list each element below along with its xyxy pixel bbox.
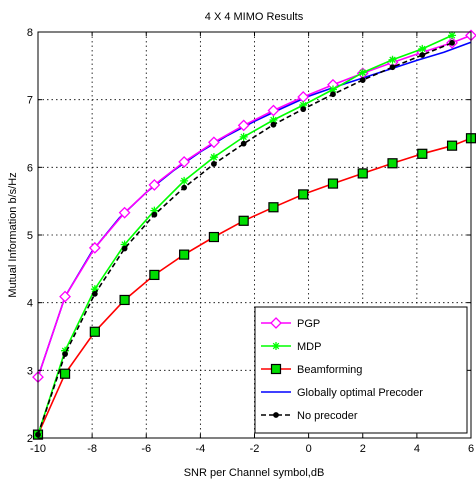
grid-lines — [38, 32, 471, 438]
legend-item-pgp: PGP — [261, 317, 320, 330]
legend-item-mdp: MDP — [261, 341, 321, 353]
y-tick-label: 3 — [27, 365, 33, 377]
data-point-no-precoder — [270, 121, 277, 128]
data-point-no-precoder — [121, 245, 128, 252]
data-point-mdp — [418, 44, 427, 53]
data-point-beamforming — [179, 249, 190, 260]
data-point-no-precoder — [419, 52, 426, 58]
y-tick-label: 6 — [27, 162, 33, 174]
data-point-mdp — [90, 285, 99, 294]
data-point-pgp — [118, 206, 131, 219]
data-point-beamforming — [387, 158, 398, 169]
x-tick-label: 6 — [468, 443, 474, 455]
legend-item-beamforming: Beamforming — [261, 363, 362, 376]
data-point-no-precoder — [62, 351, 68, 357]
legend-marker — [272, 342, 280, 350]
data-point-beamforming — [298, 189, 309, 200]
data-point-beamforming — [119, 294, 130, 306]
data-point-pgp — [59, 290, 71, 303]
x-tick-label: 4 — [414, 443, 420, 455]
x-tick-label: 0 — [306, 443, 312, 455]
legend-marker — [270, 317, 282, 329]
chart-title: 4 X 4 MIMO Results — [205, 11, 304, 23]
data-point-mdp — [239, 132, 248, 141]
y-tick-label: 4 — [27, 298, 33, 310]
data-point-beamforming — [446, 140, 458, 151]
legend-marker — [270, 363, 282, 375]
x-tick-label: -6 — [141, 443, 151, 455]
data-point-mdp — [209, 153, 218, 162]
data-point-beamforming — [59, 368, 71, 379]
y-tick-label: 5 — [27, 230, 33, 242]
legend-label: Beamforming — [297, 364, 362, 376]
ticks: -10 -8 -6 -4 -2 0 2 4 6 2 3 4 5 6 7 8 — [27, 27, 474, 455]
data-point-no-precoder — [449, 39, 455, 46]
legend-label: MDP — [297, 341, 321, 353]
data-point-no-precoder — [151, 211, 158, 218]
data-point-no-precoder — [240, 140, 247, 147]
data-point-pgp — [237, 119, 250, 132]
data-point-mdp — [120, 240, 129, 249]
data-point-pgp — [267, 104, 280, 117]
y-tick-label: 2 — [27, 433, 33, 445]
data-point-beamforming — [327, 178, 339, 189]
data-point-beamforming — [357, 168, 368, 179]
data-point-no-precoder — [91, 290, 98, 297]
data-point-mdp — [328, 85, 337, 94]
data-point-no-precoder — [389, 64, 396, 71]
series-no-precoder — [35, 39, 455, 438]
data-point-beamforming — [208, 231, 220, 243]
data-point-no-precoder — [300, 106, 307, 113]
y-tick-label: 7 — [27, 95, 33, 107]
legend-label: PGP — [297, 318, 320, 330]
data-point-beamforming — [238, 215, 249, 226]
data-point-beamforming — [89, 326, 100, 337]
data-point-mdp — [180, 176, 189, 185]
data-point-no-precoder — [330, 91, 336, 98]
legend-item-no-precoder: No precoder — [261, 410, 358, 422]
legend-label: No precoder — [297, 410, 358, 422]
x-tick-label: -8 — [87, 443, 97, 455]
data-point-beamforming — [417, 148, 428, 159]
data-point-pgp — [88, 241, 101, 254]
data-point-pgp — [178, 156, 191, 168]
x-axis-title: SNR per Channel symbol,dB — [184, 467, 325, 479]
y-tick-label: 8 — [27, 27, 33, 39]
legend-box — [254, 306, 468, 434]
data-point-mdp — [150, 206, 159, 215]
data-point-beamforming — [268, 202, 279, 213]
x-tick-label: 2 — [360, 443, 366, 455]
data-point-no-precoder — [211, 161, 217, 167]
data-point-beamforming — [149, 269, 160, 281]
legend-item-globally-optimal-precoder: Globally optimal Precoder — [261, 387, 423, 399]
legend-label: Globally optimal Precoder — [297, 387, 423, 399]
data-point-mdp — [388, 55, 397, 64]
data-point-mdp — [358, 68, 367, 77]
data-point-no-precoder — [181, 184, 188, 191]
data-point-pgp — [207, 136, 220, 149]
data-point-no-precoder — [359, 77, 366, 83]
data-point-mdp — [299, 101, 308, 110]
y-axis-title: Mutual Information b/s/Hz — [7, 172, 19, 297]
data-point-mdp — [269, 115, 278, 124]
legend-marker — [273, 412, 279, 418]
x-tick-label: -10 — [30, 443, 46, 455]
series-line-beamforming — [37, 137, 472, 435]
data-point-mdp — [448, 31, 457, 40]
x-tick-label: -4 — [195, 443, 205, 455]
x-tick-label: -2 — [250, 443, 260, 455]
series-line-no-precoder — [37, 42, 453, 435]
series-line-pgp — [37, 34, 472, 378]
legend: PGP MDP Beamforming Globally optimal Precod… — [254, 306, 468, 434]
data-point-mdp — [61, 346, 70, 355]
data-point-pgp — [148, 179, 161, 191]
